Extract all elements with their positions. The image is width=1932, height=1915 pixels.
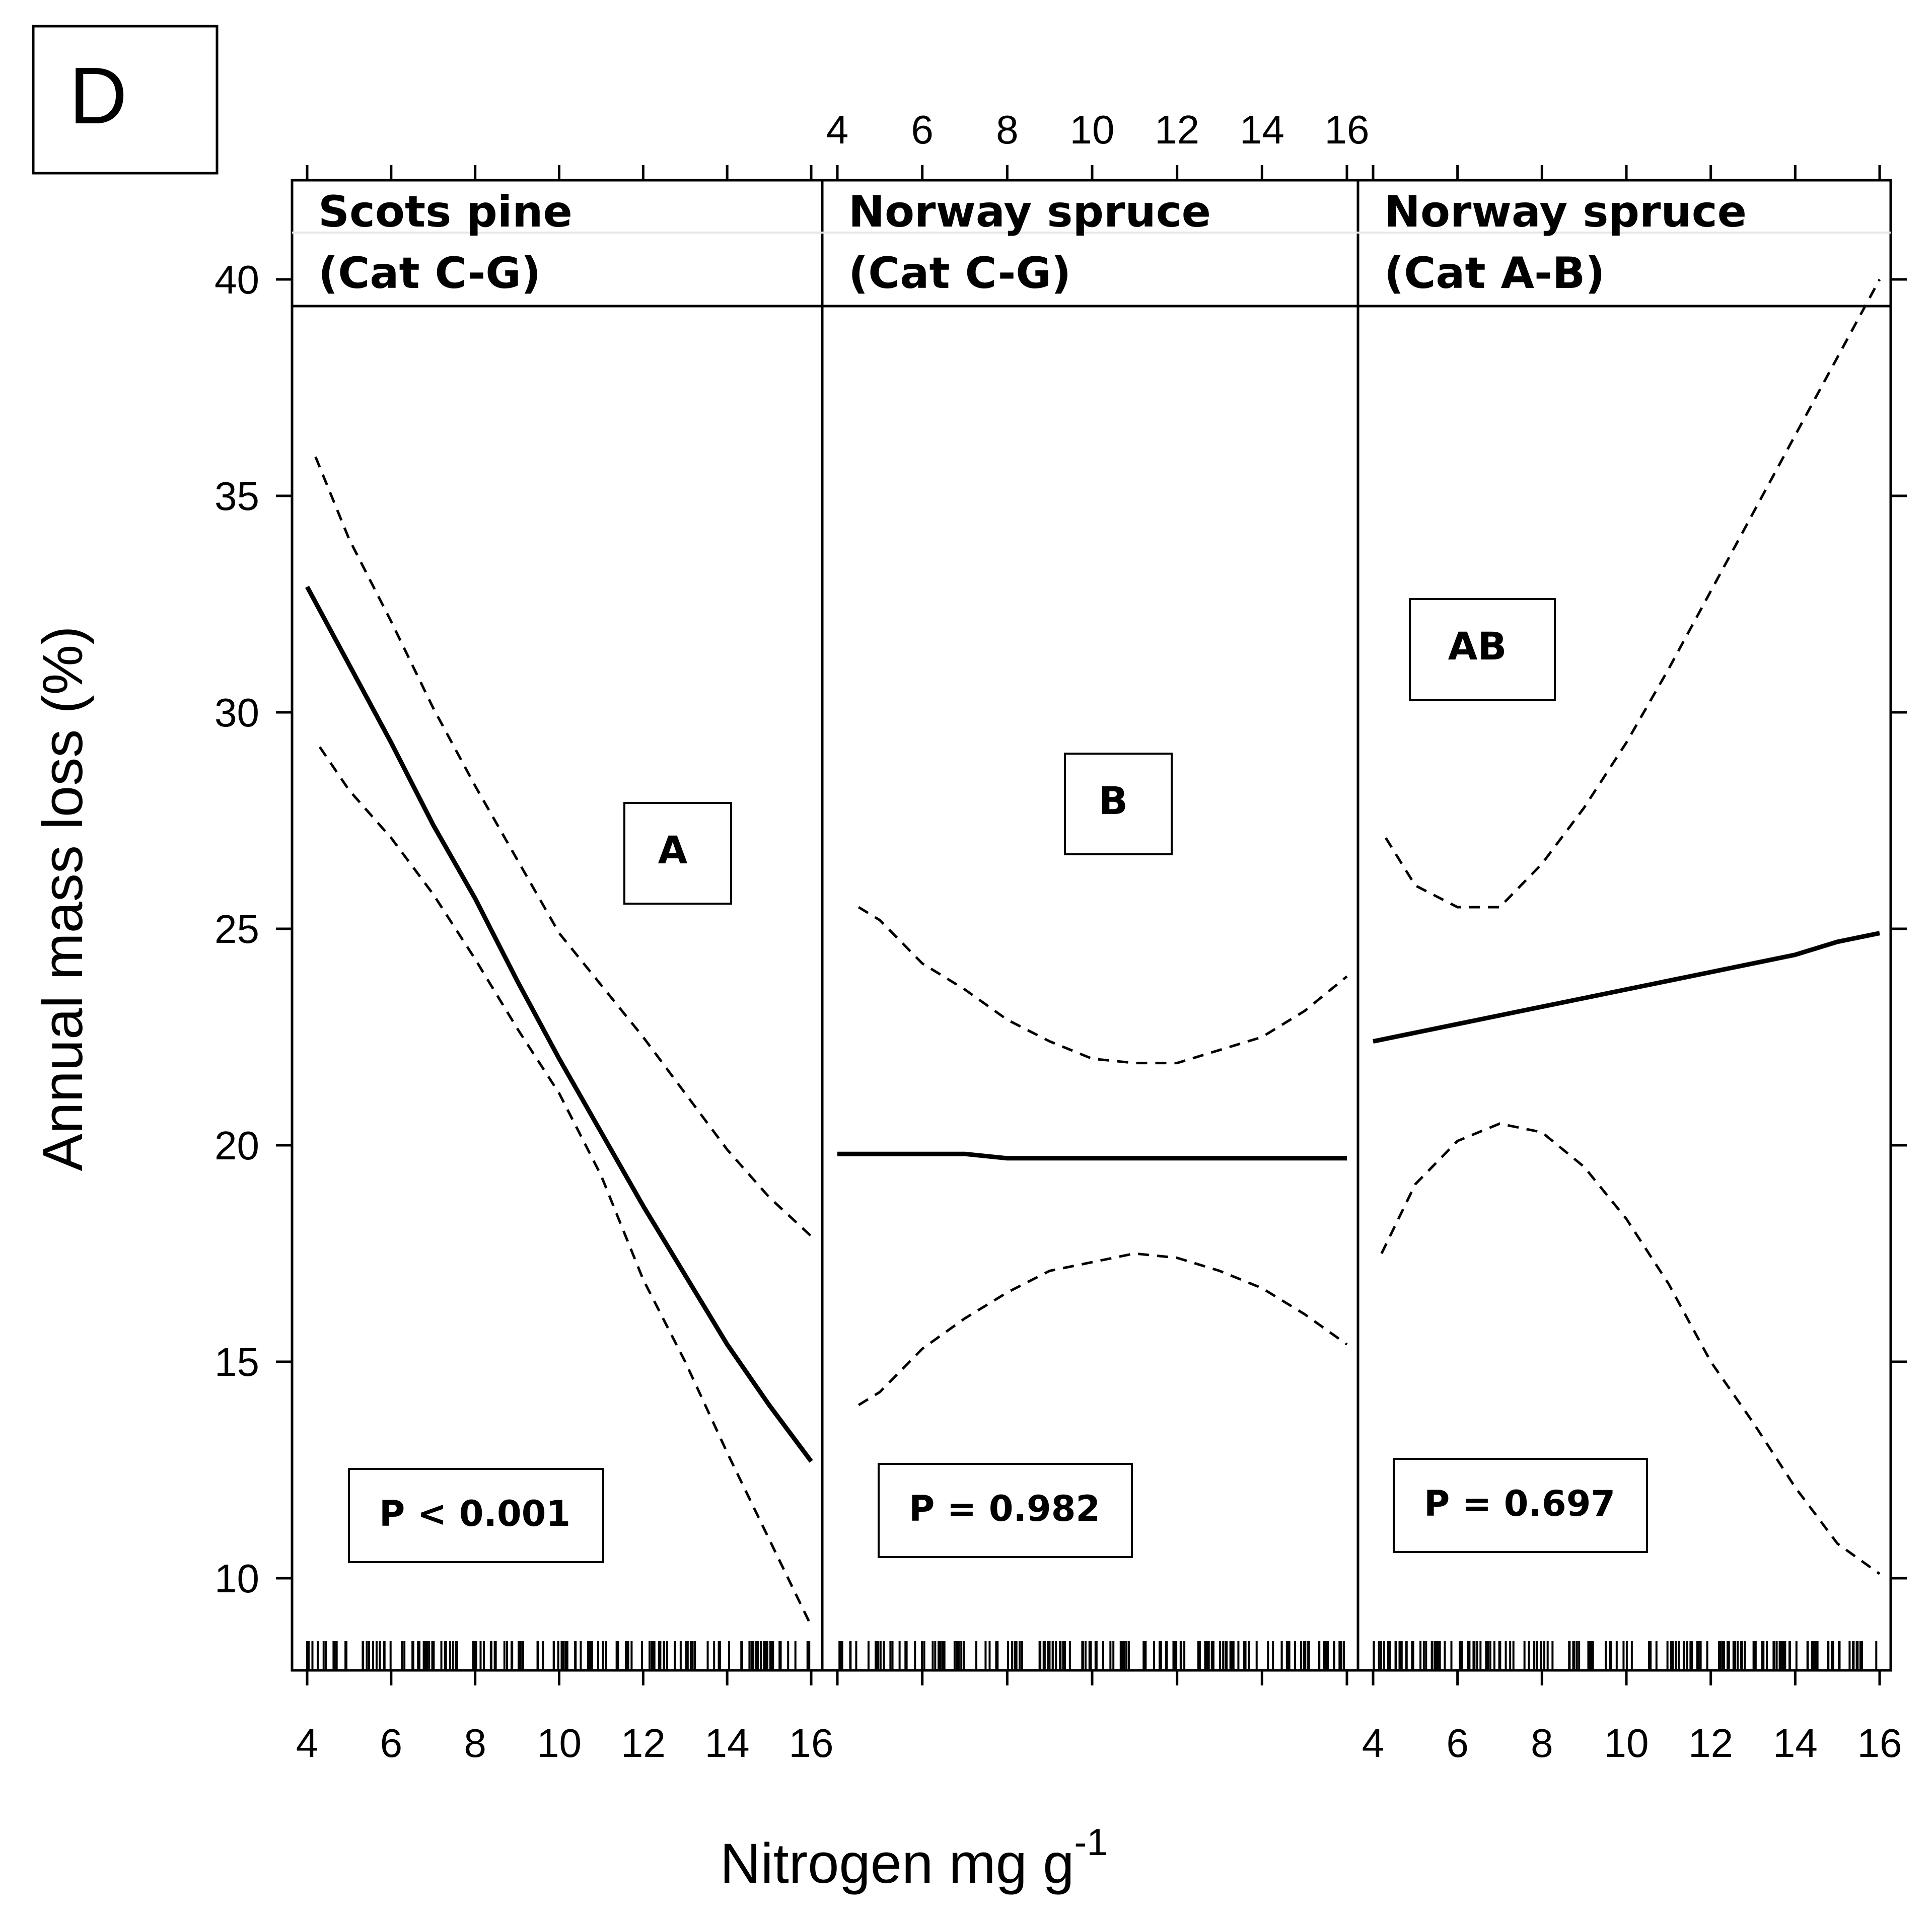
x-tick-label-top: 6 — [911, 107, 934, 152]
x-axis-label: Nitrogen mg g-1 — [720, 1821, 1108, 1895]
fit-line — [305, 585, 813, 1463]
p-value-label: P = 0.982 — [909, 1488, 1100, 1529]
x-tick-label: 12 — [1688, 1721, 1733, 1765]
axes-layer: 10 15 20 25 30 35 40 4 6 8 10 12 14 16 4 6 8 10 12 14 16 4 6 8 1… — [214, 107, 1907, 1765]
p-value-label: P < 0.001 — [379, 1493, 570, 1534]
rug — [838, 1641, 1345, 1670]
x-tick-label-top: 12 — [1155, 107, 1199, 152]
p-value-label: P = 0.697 — [1424, 1483, 1615, 1524]
x-tick-label-top: 16 — [1325, 107, 1370, 152]
x-tick-label: 8 — [464, 1721, 486, 1765]
x-tick-label: 6 — [1446, 1721, 1469, 1765]
lower-ci-line — [318, 746, 813, 1627]
group-letter-box — [1064, 753, 1173, 855]
x-tick-label: 12 — [621, 1721, 666, 1765]
y-tick-label: 10 — [214, 1556, 259, 1601]
y-tick-label: 40 — [214, 257, 259, 302]
panels-layer: Scots pine (Cat C-G) A P < 0.001 Norway spru… — [305, 187, 1881, 1670]
y-tick-label: 30 — [214, 690, 259, 735]
x-tick-label-top: 8 — [996, 107, 1019, 152]
y-tick-label: 15 — [214, 1340, 259, 1384]
x-tick-label: 10 — [537, 1721, 582, 1765]
group-letter-box — [1409, 598, 1556, 701]
x-tick-label: 16 — [789, 1721, 834, 1765]
group-letter: B — [1099, 778, 1128, 823]
group-letter: A — [658, 828, 688, 872]
p-value-box — [348, 1468, 604, 1563]
x-tick-label: 8 — [1531, 1721, 1553, 1765]
strip-label-line1: Norway spruce — [1384, 187, 1747, 237]
fit-line — [837, 1151, 1347, 1161]
group-letter: AB — [1448, 624, 1507, 669]
p-value-box — [878, 1463, 1133, 1558]
upper-ci-line — [314, 456, 812, 1237]
p-value-box — [1393, 1458, 1648, 1553]
y-axis-label: Annual mass loss (%) — [31, 626, 94, 1171]
strip-label-line2: (Cat C-G) — [318, 248, 541, 299]
x-tick-label: 10 — [1604, 1721, 1649, 1765]
x-tick-label: 4 — [1362, 1721, 1385, 1765]
plot-frame — [291, 179, 1892, 1672]
strip-label-line2: (Cat C-G) — [848, 248, 1071, 299]
panel-2: Norway spruce (Cat C-G) B P = 0.982 — [837, 187, 1348, 1670]
fit-line — [1373, 931, 1880, 1044]
x-tick-label: 14 — [1773, 1721, 1818, 1765]
y-tick-label: 20 — [214, 1123, 259, 1168]
x-axis-label-text: Nitrogen mg g — [720, 1832, 1074, 1895]
y-tick-label: 35 — [214, 474, 259, 519]
strip-label-line1: Scots pine — [318, 187, 573, 237]
panel-1: Scots pine (Cat C-G) A P < 0.001 — [305, 187, 813, 1670]
strip-label-line1: Norway spruce — [848, 187, 1211, 237]
upper-ci-line — [857, 906, 1348, 1065]
x-axis-label-superscript: -1 — [1074, 1821, 1108, 1863]
x-tick-label: 4 — [296, 1721, 319, 1765]
strip-label-line2: (Cat A-B) — [1384, 248, 1605, 299]
x-tick-label-top: 14 — [1240, 107, 1284, 152]
lower-ci-line — [1380, 1122, 1881, 1575]
x-tick-label: 16 — [1857, 1721, 1902, 1765]
upper-ci-line — [1385, 278, 1881, 909]
panel-letter-box — [32, 25, 219, 175]
panel-3: Norway spruce (Cat A-B) AB P = 0.697 — [1373, 187, 1881, 1670]
x-tick-label-top: 10 — [1070, 107, 1115, 152]
x-tick-label: 6 — [380, 1721, 403, 1765]
group-letter-box — [623, 802, 732, 905]
x-tick-label: 14 — [705, 1721, 750, 1765]
rug — [1373, 1641, 1878, 1670]
x-tick-label-top: 4 — [826, 107, 849, 152]
rug — [306, 1641, 811, 1670]
lower-ci-line — [857, 1252, 1348, 1407]
y-tick-label: 25 — [214, 907, 259, 951]
panel-letter: D — [69, 50, 127, 140]
